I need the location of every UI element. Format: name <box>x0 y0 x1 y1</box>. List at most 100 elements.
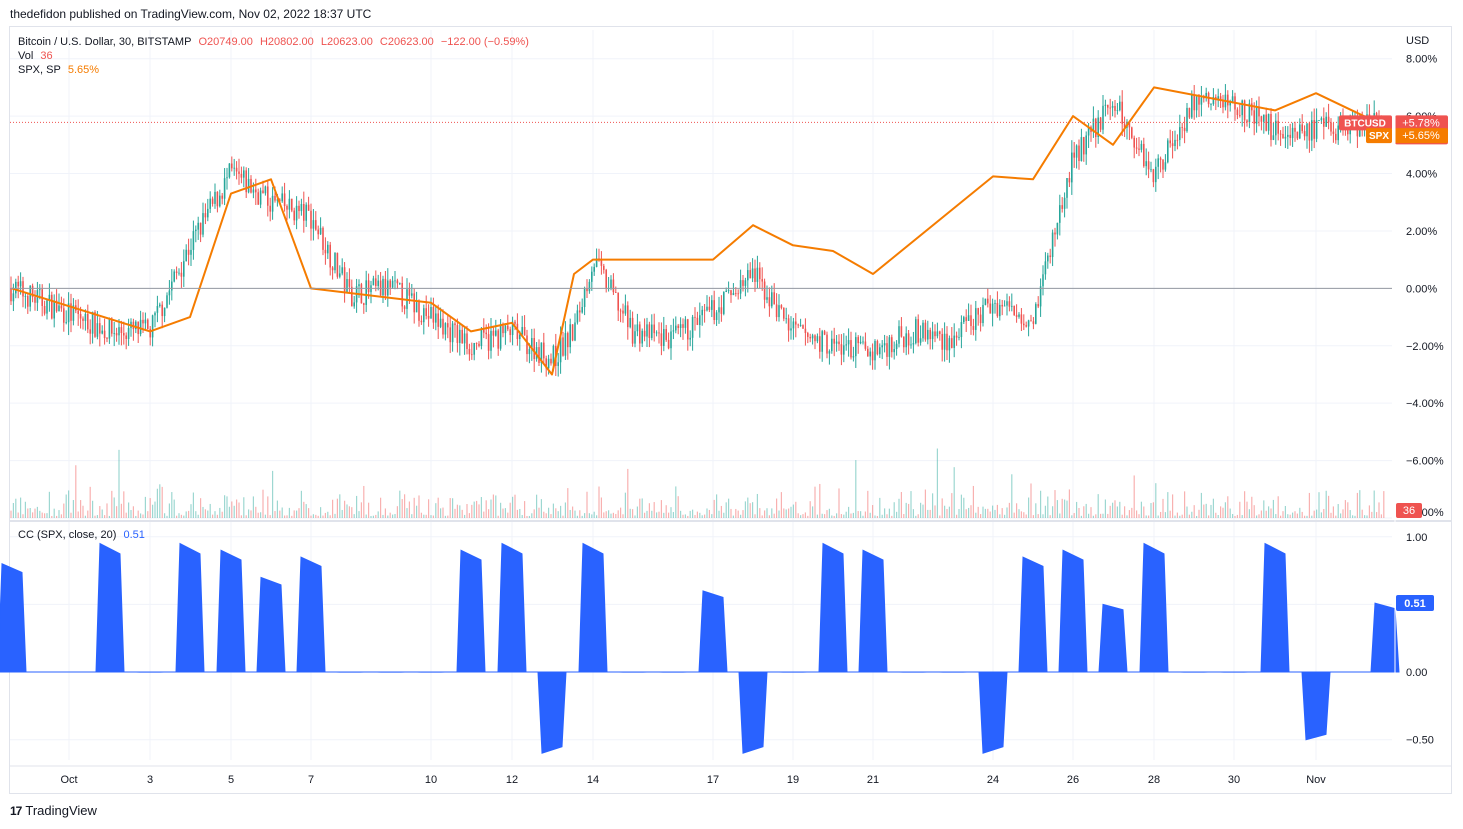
volume-bar <box>312 514 314 518</box>
volume-bar <box>682 514 684 518</box>
btc-candle-body <box>372 278 375 286</box>
volume-bar <box>212 514 214 518</box>
volume-bar <box>917 514 919 518</box>
btc-candle-body <box>651 324 653 338</box>
legend-open: O20749.00 <box>198 36 253 48</box>
volume-bar <box>1246 501 1248 518</box>
volume-bar <box>538 507 540 518</box>
volume-bar <box>375 514 377 518</box>
btc-candle-body <box>636 324 639 332</box>
volume-bar <box>1040 490 1042 518</box>
btc-candle-body <box>675 325 677 331</box>
btc-candle-body <box>180 272 183 277</box>
btc-candle-body <box>1195 96 1198 111</box>
volume-bar <box>742 510 744 518</box>
volume-bar <box>963 497 965 518</box>
btc-candle-body <box>1104 104 1107 106</box>
volume-bar <box>51 515 53 518</box>
btc-candle-body <box>867 348 869 357</box>
volume-bar <box>1260 510 1262 518</box>
volume-bar <box>1373 490 1375 518</box>
btc-candle-body <box>756 267 759 282</box>
btc-candle-body <box>720 307 723 314</box>
btc-candle-body <box>262 190 264 194</box>
volume-bar <box>113 497 115 518</box>
volume-bar <box>927 509 929 518</box>
volume-bar <box>600 497 602 518</box>
volume-bar <box>716 494 718 518</box>
btc-candle-body <box>1147 161 1150 170</box>
volume-bar <box>305 504 307 518</box>
volume-bar <box>1174 515 1176 518</box>
btc-candle-body <box>1107 104 1109 108</box>
volume-bar <box>615 513 617 518</box>
volume-bar <box>1205 503 1207 518</box>
volume-bar <box>584 513 586 518</box>
volume-bar <box>82 505 84 518</box>
volume-bar <box>279 510 281 518</box>
time-tick-label: 17 <box>707 774 719 786</box>
volume-bar <box>123 491 125 518</box>
btc-candle-body <box>247 178 250 193</box>
volume-bar <box>876 515 878 518</box>
volume-bar <box>178 513 180 518</box>
tradingview-brand-text: TradingView <box>25 803 97 818</box>
volume-bar <box>1203 504 1205 518</box>
volume-bar <box>1121 514 1123 518</box>
volume-bar <box>980 514 982 518</box>
volume-bar <box>857 511 859 518</box>
volume-bar <box>816 514 818 518</box>
btc-candle-body <box>910 344 912 346</box>
footer-brand[interactable]: 17 TradingView <box>10 803 97 818</box>
btc-candle-body <box>1075 145 1078 158</box>
legend-close: C20623.00 <box>379 36 434 48</box>
volume-bar <box>552 503 554 518</box>
volume-bar <box>22 514 24 518</box>
btc-candle-body <box>912 343 915 345</box>
volume-bar <box>574 510 576 518</box>
volume-bar <box>1047 496 1049 518</box>
btc-candle-body <box>593 266 595 272</box>
volume-bar <box>1016 503 1018 518</box>
volume-bar <box>939 515 941 518</box>
volume-bar <box>1071 515 1073 518</box>
volume-bar <box>864 511 866 518</box>
volume-bar <box>886 514 888 518</box>
btc-candle-body <box>279 199 281 202</box>
btc-candle-body <box>744 280 747 286</box>
btc-candle-body <box>855 337 857 357</box>
volume-bar <box>454 508 456 518</box>
volume-bar <box>948 506 950 518</box>
volume-bar <box>1102 513 1104 518</box>
volume-bar <box>1172 494 1174 518</box>
btc-candle-body <box>619 310 622 312</box>
time-tick-label: 19 <box>787 774 799 786</box>
btc-candle-body <box>883 343 886 346</box>
btc-candle-body <box>1039 286 1042 307</box>
volume-bar <box>358 511 360 518</box>
volume-bar <box>718 510 720 518</box>
btc-candle-body <box>144 319 147 324</box>
volume-bar <box>965 509 967 518</box>
volume-bar <box>144 496 146 518</box>
volume-bar <box>1378 502 1380 518</box>
btc-candle-body <box>939 331 941 335</box>
btc-candle-body <box>468 348 471 355</box>
btc-candle-body <box>643 330 646 337</box>
btc-candle-body <box>581 307 583 313</box>
btc-candle-body <box>1323 118 1325 127</box>
btc-candle-body <box>1006 301 1008 306</box>
volume-bar <box>202 506 204 518</box>
btc-candle-body <box>615 292 617 293</box>
btc-candle-body <box>507 325 509 330</box>
volume-bar <box>276 500 278 518</box>
btc-candle-body <box>567 333 569 348</box>
btc-candle-body <box>1265 114 1267 131</box>
volume-bar <box>1006 507 1008 518</box>
volume-bar <box>435 503 437 518</box>
btc-candle-body <box>1138 148 1140 150</box>
volume-bar <box>569 509 571 518</box>
btc-candle-body <box>838 341 840 345</box>
volume-bar <box>1349 510 1351 518</box>
